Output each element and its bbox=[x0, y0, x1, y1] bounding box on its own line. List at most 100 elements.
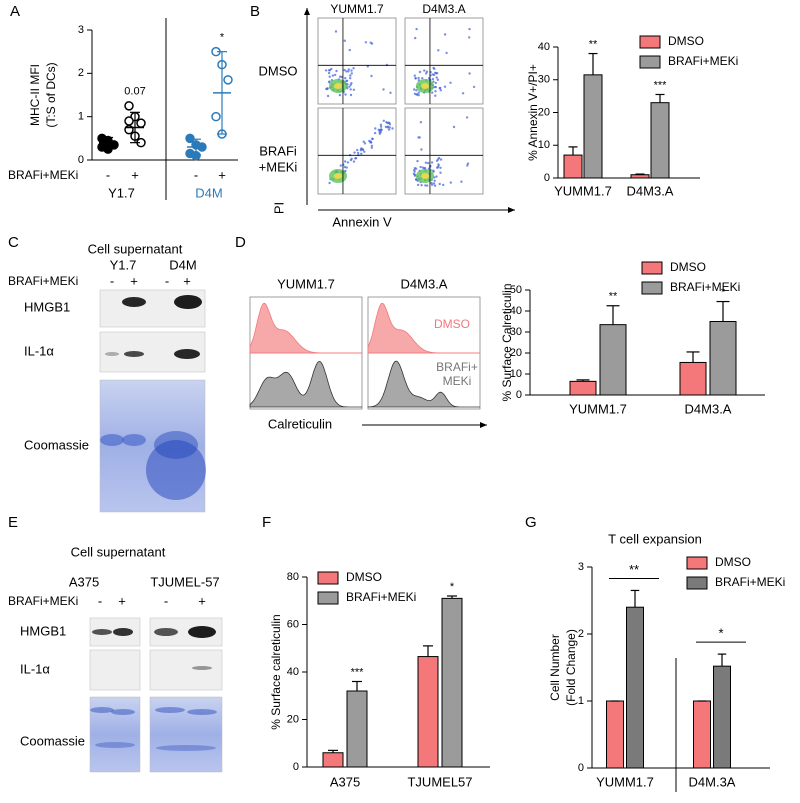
lane-label: + bbox=[198, 593, 206, 608]
flow-event bbox=[387, 121, 390, 125]
axis-label: Annexin V bbox=[332, 214, 392, 229]
flow-event bbox=[468, 72, 471, 75]
flow-event bbox=[362, 140, 365, 143]
flow-event bbox=[343, 165, 347, 169]
flow-event bbox=[420, 184, 423, 187]
blot-strip bbox=[149, 696, 223, 773]
flow-event bbox=[350, 69, 353, 72]
chart-title: T cell expansion bbox=[608, 531, 702, 546]
error-bar bbox=[635, 173, 645, 175]
flow-event bbox=[326, 94, 330, 98]
flow-event bbox=[361, 148, 365, 151]
flow-event bbox=[439, 171, 442, 174]
legend-swatch bbox=[686, 556, 708, 570]
annotation: 0.07 bbox=[124, 86, 145, 98]
y-tick-label: 30 bbox=[538, 74, 550, 86]
column-label: YUMM1.7 bbox=[277, 276, 335, 291]
y-tick-label: 30 bbox=[510, 326, 522, 338]
flow-event bbox=[420, 148, 423, 151]
annotation: *** bbox=[351, 666, 365, 678]
panel-letter: A bbox=[10, 3, 20, 20]
flow-event bbox=[339, 164, 342, 167]
flow-event bbox=[349, 88, 352, 91]
flow-event bbox=[328, 181, 331, 185]
flow-event bbox=[433, 184, 437, 187]
y-tick-label: 1 bbox=[78, 111, 84, 123]
lane-label: - bbox=[164, 593, 168, 608]
row-label: BRAFi bbox=[259, 143, 297, 158]
group-label: Y1.7 bbox=[110, 257, 137, 272]
y-tick-label: 3 bbox=[78, 24, 84, 36]
flow-event bbox=[326, 87, 329, 91]
flow-event bbox=[347, 70, 350, 73]
flow-event bbox=[366, 65, 369, 68]
error-bar bbox=[130, 111, 140, 144]
y-tick-label: 20 bbox=[510, 347, 522, 359]
flow-event bbox=[432, 80, 435, 83]
flow-event bbox=[416, 159, 419, 163]
flow-event bbox=[434, 85, 437, 89]
bar bbox=[693, 700, 711, 769]
error-bar bbox=[217, 51, 227, 135]
flow-event bbox=[360, 152, 363, 155]
flow-event bbox=[412, 172, 416, 175]
flow-event bbox=[374, 127, 377, 130]
legend-swatch bbox=[686, 576, 708, 590]
row-label: +MEKi bbox=[259, 159, 298, 174]
flow-event bbox=[328, 75, 331, 78]
data-point bbox=[185, 133, 195, 144]
flow-event bbox=[388, 126, 391, 129]
flow-event bbox=[370, 146, 373, 149]
error-bar bbox=[588, 52, 598, 75]
flow-event bbox=[369, 140, 372, 143]
flow-event bbox=[439, 166, 442, 169]
flow-event bbox=[373, 131, 377, 135]
error-bar bbox=[630, 589, 640, 608]
y-tick-label: 0 bbox=[578, 762, 584, 774]
flow-event bbox=[430, 181, 433, 185]
flow-density bbox=[334, 173, 342, 179]
y-tick-label: 80 bbox=[287, 571, 299, 583]
flow-event bbox=[434, 71, 437, 75]
flow-event bbox=[349, 83, 352, 87]
blot-band bbox=[188, 626, 216, 638]
flow-event bbox=[344, 77, 347, 80]
flow-event bbox=[384, 125, 388, 128]
y-tick-label: 2 bbox=[578, 628, 584, 640]
flow-event bbox=[414, 36, 417, 40]
data-point bbox=[223, 75, 233, 85]
flow-event bbox=[449, 81, 452, 85]
flow-event bbox=[438, 86, 442, 90]
blot-band bbox=[113, 628, 133, 636]
flow-event bbox=[327, 71, 331, 75]
error-bar bbox=[191, 138, 201, 156]
x-tick-label: TJUMEL57 bbox=[407, 774, 472, 789]
blot-title: Cell supernatant bbox=[88, 241, 183, 256]
legend-label: BRAFi+MEKi bbox=[670, 280, 740, 294]
y-tick-label: 40 bbox=[287, 666, 299, 678]
flow-event bbox=[352, 67, 355, 70]
error-bar bbox=[352, 680, 362, 691]
bar bbox=[713, 665, 731, 769]
y-tick-label: 40 bbox=[538, 41, 550, 53]
column-label: D4M3.A bbox=[422, 2, 465, 16]
flow-event bbox=[349, 93, 353, 97]
error-bar bbox=[423, 645, 433, 657]
y-tick-label: 0 bbox=[78, 154, 84, 166]
flow-event bbox=[331, 74, 335, 77]
bar bbox=[679, 361, 707, 396]
y-tick-label: 10 bbox=[510, 368, 522, 380]
flow-event bbox=[387, 128, 391, 131]
histogram-treated bbox=[249, 360, 362, 408]
flow-event bbox=[438, 182, 441, 186]
row-label: BRAFi+MEKi bbox=[8, 168, 78, 182]
x-tick-label: YUMM1.7 bbox=[596, 774, 654, 789]
lane-label: + bbox=[130, 273, 138, 288]
error-bar bbox=[655, 93, 665, 103]
y-tick-label: 1 bbox=[578, 695, 584, 707]
blot-title: Cell supernatant bbox=[71, 544, 166, 559]
flow-event bbox=[349, 74, 352, 77]
flow-density bbox=[421, 173, 429, 179]
